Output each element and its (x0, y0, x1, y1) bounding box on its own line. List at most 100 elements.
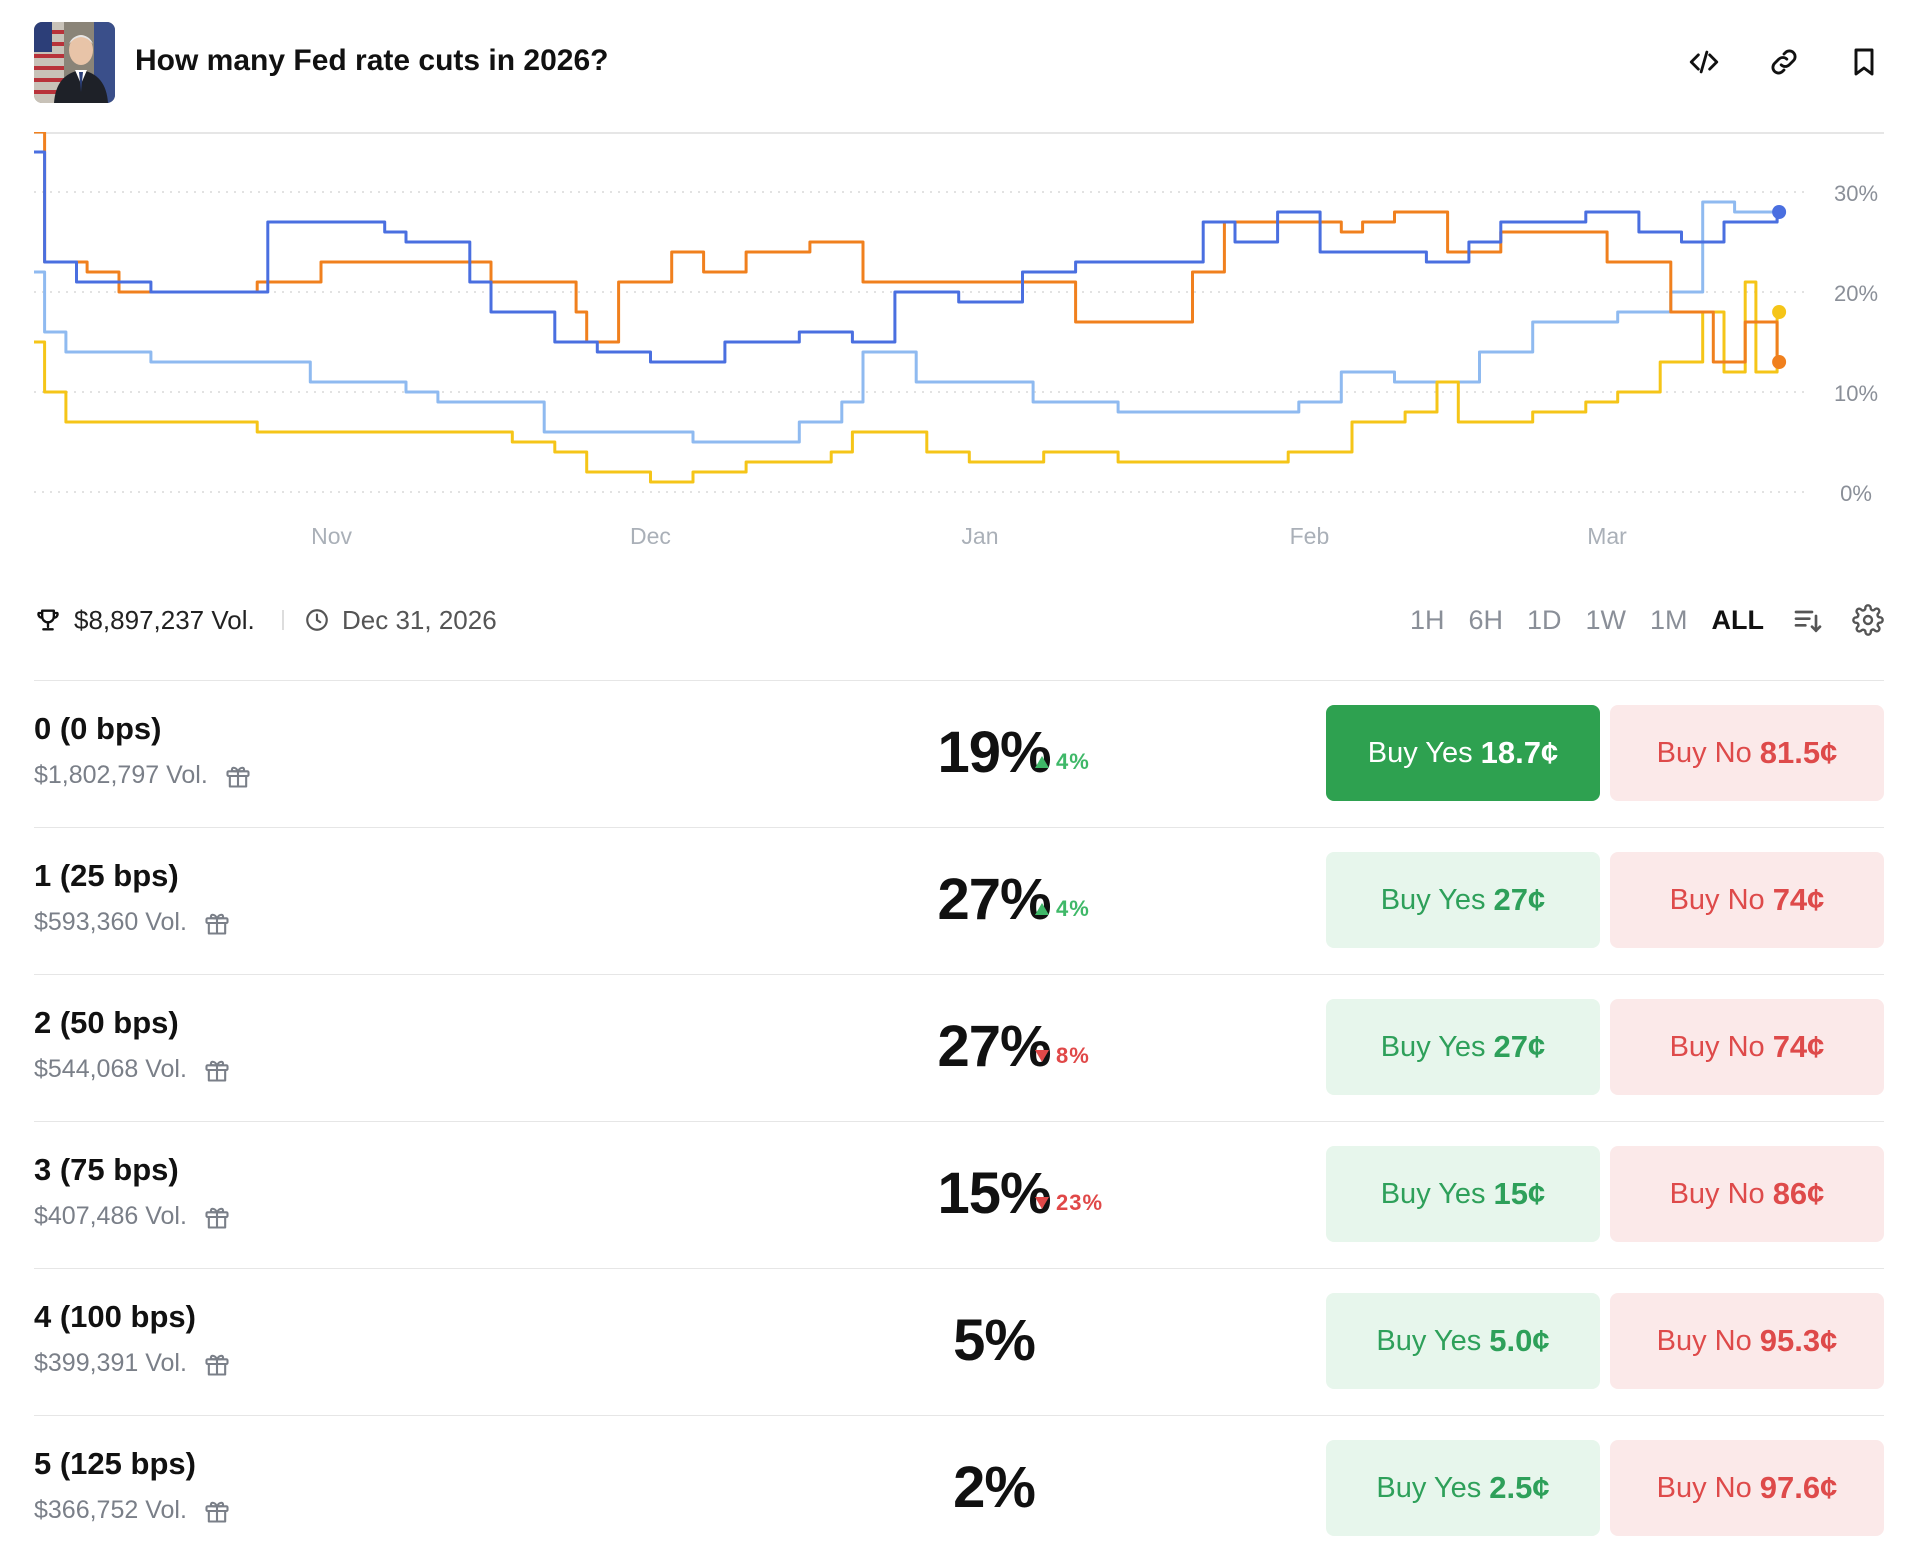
buy-no-label: Buy No (1656, 1324, 1752, 1357)
buy-yes-button[interactable]: Buy Yes 5.0¢ (1326, 1293, 1600, 1389)
outcome-change: 23% (1034, 1190, 1103, 1216)
market-avatar (34, 22, 115, 103)
buy-no-price: 81.5¢ (1759, 735, 1838, 770)
outcome-probability: 27% (937, 867, 1051, 932)
arrow-up-icon (1035, 756, 1049, 768)
total-volume: $8,897,237 Vol. (74, 604, 255, 635)
x-tick-label: Dec (630, 523, 671, 549)
outcome-label: 0 (0 bps) (34, 711, 162, 746)
series-endpoint-1 (1772, 355, 1787, 369)
outcome-change: 4% (1034, 749, 1090, 775)
buy-no-price: 74¢ (1772, 1029, 1825, 1064)
gift-icon[interactable] (203, 1056, 231, 1084)
buy-no-label: Buy No (1669, 1030, 1765, 1063)
outcome-row-2[interactable]: 2 (50 bps) $544,068 Vol. 27% 8% Buy Yes 2… (34, 975, 1884, 1122)
outcome-row-4[interactable]: 4 (100 bps) $399,391 Vol. 5% Buy Yes 5.0¢… (34, 1269, 1884, 1416)
market-header: How many Fed rate cuts in 2026? (34, 22, 1884, 103)
x-tick-label: Mar (1587, 523, 1627, 549)
y-tick-label: 20% (1834, 281, 1878, 306)
buy-no-button[interactable]: Buy No 95.3¢ (1610, 1293, 1884, 1389)
outcome-probability: 15% (937, 1161, 1051, 1226)
outcome-volume: $399,391 Vol. (34, 1349, 231, 1378)
meta-separator (282, 610, 284, 630)
volume-info: $8,897,237 Vol. (34, 600, 255, 640)
buy-no-label: Buy No (1669, 883, 1765, 916)
end-date-info: Dec 31, 2026 (304, 600, 497, 640)
gift-icon[interactable] (203, 1203, 231, 1231)
outcome-change: 8% (1034, 1043, 1090, 1069)
gear-icon[interactable] (1852, 604, 1884, 636)
outcome-row-3[interactable]: 3 (75 bps) $407,486 Vol. 15% 23% Buy Yes… (34, 1122, 1884, 1269)
market-meta: $8,897,237 Vol. Dec 31, 2026 1H 6H 1D 1W… (34, 600, 1884, 640)
range-1w[interactable]: 1W (1585, 604, 1627, 635)
arrow-down-icon (1035, 1050, 1049, 1062)
outcome-volume: $593,360 Vol. (34, 908, 231, 937)
chart-svg[interactable]: 30% 20% 10% 0% Nov Dec Jan Feb Mar (32, 130, 1884, 562)
y-tick-label: 30% (1834, 181, 1878, 206)
gift-icon[interactable] (203, 1350, 231, 1378)
gift-icon[interactable] (203, 909, 231, 937)
buy-no-button[interactable]: Buy No 97.6¢ (1610, 1440, 1884, 1536)
buy-yes-button[interactable]: Buy Yes 18.7¢ (1326, 705, 1600, 801)
range-1h[interactable]: 1H (1409, 604, 1445, 635)
end-date: Dec 31, 2026 (342, 604, 497, 635)
outcome-row-0[interactable]: 0 (0 bps) $1,802,797 Vol. 19% 4% Buy Yes… (34, 681, 1884, 828)
outcome-change-value: 8% (1056, 1043, 1090, 1068)
range-1d[interactable]: 1D (1526, 604, 1562, 635)
outcome-row-1[interactable]: 1 (25 bps) $593,360 Vol. 27% 4% Buy Yes 2… (34, 828, 1884, 975)
market-title: How many Fed rate cuts in 2026? (135, 44, 609, 77)
buy-yes-label: Buy Yes (1367, 736, 1473, 769)
sort-icon[interactable] (1792, 604, 1824, 636)
buy-yes-label: Buy Yes (1380, 1030, 1486, 1063)
series-line-0 (32, 150, 1779, 364)
price-history-chart[interactable]: 30% 20% 10% 0% Nov Dec Jan Feb Mar (32, 130, 1884, 562)
buy-no-label: Buy No (1669, 1177, 1765, 1210)
buy-yes-button[interactable]: Buy Yes 27¢ (1326, 999, 1600, 1095)
buy-no-button[interactable]: Buy No 81.5¢ (1610, 705, 1884, 801)
buy-yes-price: 27¢ (1493, 1029, 1546, 1064)
outcome-list: 0 (0 bps) $1,802,797 Vol. 19% 4% Buy Yes… (34, 681, 1884, 1563)
link-icon[interactable] (1764, 42, 1804, 82)
gift-icon[interactable] (203, 1497, 231, 1525)
outcome-volume: $407,486 Vol. (34, 1202, 231, 1231)
series-line-2 (32, 200, 1779, 444)
buy-yes-button[interactable]: Buy Yes 27¢ (1326, 852, 1600, 948)
buy-yes-price: 2.5¢ (1489, 1470, 1550, 1505)
outcome-volume-text: $544,068 Vol. (34, 1055, 187, 1083)
code-icon[interactable] (1684, 42, 1724, 82)
outcome-volume: $366,752 Vol. (34, 1496, 231, 1525)
outcome-probability: 5% (953, 1308, 1036, 1373)
buy-no-label: Buy No (1656, 736, 1752, 769)
buy-yes-button[interactable]: Buy Yes 2.5¢ (1326, 1440, 1600, 1536)
clock-icon (304, 607, 330, 633)
outcome-probability: 27% (937, 1014, 1051, 1079)
buy-yes-button[interactable]: Buy Yes 15¢ (1326, 1146, 1600, 1242)
outcome-row-5[interactable]: 5 (125 bps) $366,752 Vol. 2% Buy Yes 2.5¢… (34, 1416, 1884, 1563)
series-line-3 (32, 280, 1779, 484)
outcome-volume-text: $399,391 Vol. (34, 1349, 187, 1377)
buy-no-button[interactable]: Buy No 74¢ (1610, 852, 1884, 948)
outcome-volume: $544,068 Vol. (34, 1055, 231, 1084)
gift-icon[interactable] (224, 762, 252, 790)
outcome-label: 5 (125 bps) (34, 1446, 196, 1481)
buy-yes-label: Buy Yes (1380, 883, 1486, 916)
divider (34, 680, 1884, 681)
outcome-label: 3 (75 bps) (34, 1152, 179, 1187)
time-range-selector: 1H 6H 1D 1W 1M ALL (1386, 600, 1884, 640)
series-endpoint-3 (1772, 305, 1787, 319)
buy-no-price: 95.3¢ (1759, 1323, 1838, 1358)
outcome-label: 1 (25 bps) (34, 858, 179, 893)
buy-no-price: 74¢ (1772, 882, 1825, 917)
outcome-volume: $1,802,797 Vol. (34, 761, 252, 790)
outcome-change: 4% (1034, 896, 1090, 922)
range-all[interactable]: ALL (1711, 604, 1764, 635)
y-tick-label: 10% (1834, 381, 1878, 406)
x-tick-label: Jan (961, 523, 998, 549)
bookmark-icon[interactable] (1844, 42, 1884, 82)
buy-no-button[interactable]: Buy No 86¢ (1610, 1146, 1884, 1242)
buy-no-price: 97.6¢ (1759, 1470, 1838, 1505)
range-1m[interactable]: 1M (1650, 604, 1688, 635)
buy-no-button[interactable]: Buy No 74¢ (1610, 999, 1884, 1095)
range-6h[interactable]: 6H (1468, 604, 1503, 635)
x-tick-label: Nov (311, 523, 352, 549)
